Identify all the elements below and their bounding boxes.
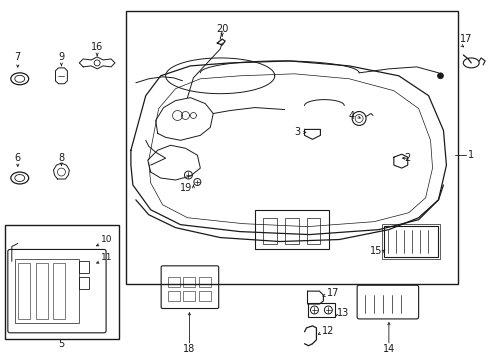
Text: 3: 3 xyxy=(294,127,300,138)
Bar xyxy=(126,11,457,284)
Bar xyxy=(183,277,195,287)
Bar xyxy=(254,210,328,249)
Text: 4: 4 xyxy=(348,112,354,121)
Text: 1: 1 xyxy=(468,150,473,160)
Bar xyxy=(79,277,89,289)
Bar xyxy=(167,277,179,287)
Text: 17: 17 xyxy=(326,288,339,298)
Bar xyxy=(36,264,47,319)
Bar xyxy=(306,218,320,243)
Text: 19: 19 xyxy=(180,183,192,193)
Bar xyxy=(307,303,335,317)
Text: 6: 6 xyxy=(15,153,21,163)
Text: 10: 10 xyxy=(101,235,112,244)
Text: 15: 15 xyxy=(369,247,381,256)
Text: 16: 16 xyxy=(91,42,103,52)
Bar xyxy=(284,218,298,243)
Text: 13: 13 xyxy=(337,308,349,318)
Bar xyxy=(199,291,211,301)
Circle shape xyxy=(437,73,443,79)
Bar xyxy=(15,260,79,323)
Text: 14: 14 xyxy=(382,344,394,354)
Text: 8: 8 xyxy=(58,153,64,163)
Bar xyxy=(167,291,179,301)
Bar xyxy=(183,291,195,301)
Bar xyxy=(381,224,440,260)
Text: 2: 2 xyxy=(404,153,410,163)
Text: 7: 7 xyxy=(15,52,21,62)
Bar xyxy=(18,264,30,319)
Bar xyxy=(53,264,65,319)
Text: 17: 17 xyxy=(459,34,472,44)
Text: 11: 11 xyxy=(101,253,112,262)
Text: 18: 18 xyxy=(183,344,195,354)
Bar xyxy=(5,225,119,339)
Text: 5: 5 xyxy=(58,339,64,349)
Bar xyxy=(263,218,276,243)
Text: 9: 9 xyxy=(58,52,64,62)
Text: 20: 20 xyxy=(216,24,228,34)
Bar xyxy=(199,277,211,287)
Text: 12: 12 xyxy=(322,326,334,336)
Bar xyxy=(383,226,438,257)
Bar xyxy=(79,261,89,273)
